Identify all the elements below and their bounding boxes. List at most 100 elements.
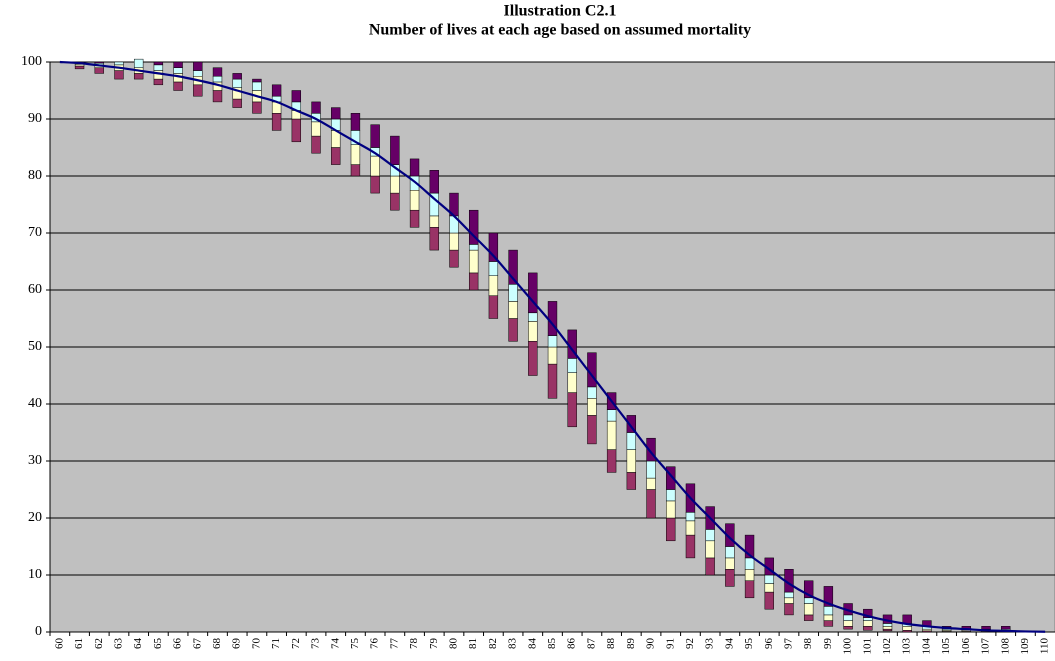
- bar-segment: [528, 272, 538, 314]
- x-tick-label: 104: [920, 638, 932, 655]
- bar-segment: [193, 84, 203, 97]
- bar-segment: [212, 67, 223, 77]
- x-tick-label: 79: [428, 638, 440, 650]
- bar-segment: [252, 81, 262, 91]
- bar-segment: [646, 489, 656, 519]
- x-tick-label: 74: [329, 638, 341, 650]
- bar-segment: [114, 61, 124, 66]
- bar-segment: [725, 557, 735, 570]
- y-tick-label: 0: [35, 624, 42, 639]
- bar-segment: [705, 557, 715, 576]
- y-tick-label: 30: [28, 453, 42, 468]
- bar-segment: [468, 249, 479, 274]
- x-tick-label: 93: [704, 638, 716, 650]
- bar-segment: [331, 107, 341, 120]
- bar-segment: [587, 386, 597, 399]
- bar-segment: [252, 78, 262, 83]
- bar-segment: [587, 415, 597, 445]
- bar-segment: [311, 101, 321, 114]
- bar-segment: [744, 557, 755, 570]
- y-tick-label: 100: [21, 54, 42, 69]
- bar-segment: [547, 346, 558, 365]
- x-tick-label: 78: [408, 638, 420, 650]
- bar-segment: [902, 614, 912, 624]
- x-tick-label: 60: [53, 638, 65, 650]
- bar-segment: [764, 574, 774, 584]
- bar-segment: [370, 124, 380, 148]
- bar-segment: [685, 512, 696, 522]
- bar-segment: [488, 295, 499, 319]
- bar-segment: [74, 65, 85, 70]
- x-tick-label: 71: [270, 638, 282, 649]
- x-tick-label: 75: [349, 638, 361, 650]
- x-tick-label: 68: [211, 638, 223, 650]
- bar-segment: [370, 155, 380, 177]
- bar-segment: [133, 73, 144, 80]
- bar-segment: [193, 61, 203, 71]
- bar-segment: [547, 335, 558, 348]
- bar-segment: [508, 249, 518, 285]
- line: [59, 60, 1046, 633]
- bar-segment: [606, 449, 617, 473]
- bar-segment: [784, 597, 794, 604]
- x-tick-label: 99: [822, 638, 834, 650]
- bar-segment: [863, 608, 873, 619]
- bar-segment: [252, 101, 262, 114]
- bar-segment: [153, 61, 164, 66]
- bar-segment: [449, 249, 459, 268]
- bar-segment: [390, 135, 400, 165]
- bar-segment: [468, 244, 479, 251]
- bar-segment: [705, 540, 715, 559]
- bar-segment: [784, 591, 794, 599]
- bar-segment: [488, 232, 499, 262]
- bar-segment: [626, 432, 637, 450]
- bar-segment: [823, 586, 834, 607]
- bar-segment: [882, 626, 893, 630]
- x-tick-label: 65: [152, 638, 164, 650]
- x-tick-label: 72: [290, 638, 302, 649]
- bar-segment: [488, 261, 499, 276]
- bar-segment: [291, 118, 302, 143]
- bar-segment: [429, 215, 439, 228]
- bar-segment: [350, 144, 361, 165]
- x-tick-label: 105: [940, 638, 952, 655]
- x-tick-label: 91: [664, 638, 676, 649]
- x-tick-label: 76: [369, 638, 381, 650]
- y-tick-label: 20: [28, 510, 42, 525]
- chart-title: Illustration C2.1: [504, 3, 617, 20]
- bar-segment: [606, 409, 617, 422]
- bar-segment: [370, 175, 380, 194]
- bar-segment: [311, 135, 321, 154]
- chart-subtitle: Number of lives at each age based on ass…: [369, 22, 751, 39]
- bar-segment: [764, 591, 774, 610]
- y-tick-label: 50: [28, 339, 42, 354]
- bar-segment: [232, 73, 242, 80]
- y-tick-label: 80: [28, 168, 42, 183]
- bar-segment: [468, 272, 479, 291]
- y-tick-label: 10: [28, 567, 42, 582]
- bar-segment: [449, 232, 459, 251]
- bar-segment: [902, 626, 912, 631]
- bar-segment: [626, 415, 637, 433]
- bar-segment: [646, 437, 656, 462]
- x-tick-label: 88: [605, 638, 617, 650]
- bar-segment: [646, 460, 656, 479]
- bar-segment: [843, 614, 853, 621]
- bar-segment: [803, 603, 814, 616]
- bar-segment: [803, 597, 814, 604]
- bar-segment: [173, 81, 183, 91]
- bar-segment: [547, 363, 558, 399]
- bar-segment: [803, 614, 814, 621]
- x-tick-label: 100: [842, 638, 854, 655]
- bar-segment: [508, 301, 518, 319]
- bar-segment: [94, 61, 104, 64]
- bar-segment: [863, 626, 873, 631]
- bar-segment: [587, 398, 597, 416]
- x-tick-label: 83: [507, 638, 519, 650]
- x-tick-label: 70: [250, 638, 262, 650]
- bar-segment: [271, 113, 282, 131]
- x-tick-label: 80: [448, 638, 460, 650]
- x-tick-label: 61: [73, 638, 85, 649]
- bar-segment: [626, 472, 637, 490]
